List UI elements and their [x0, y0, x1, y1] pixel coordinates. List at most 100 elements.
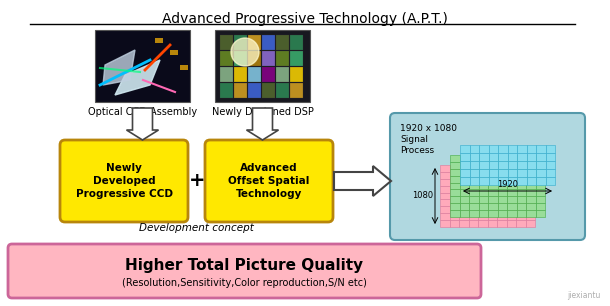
Bar: [290, 67, 303, 82]
Bar: [468, 213, 478, 220]
Text: Advanced Progressive Technology (A.P.T.): Advanced Progressive Technology (A.P.T.): [162, 12, 448, 26]
Bar: [440, 213, 450, 220]
Bar: [155, 38, 163, 43]
Bar: [526, 203, 536, 210]
Bar: [498, 176, 507, 183]
Bar: [525, 220, 535, 227]
Bar: [234, 67, 247, 82]
Bar: [506, 172, 516, 179]
Bar: [460, 161, 470, 169]
Bar: [526, 145, 536, 153]
Bar: [478, 179, 487, 186]
Bar: [450, 179, 459, 186]
Bar: [470, 153, 479, 161]
Bar: [517, 196, 526, 203]
Bar: [215, 30, 310, 102]
FancyBboxPatch shape: [8, 244, 481, 298]
Bar: [506, 206, 516, 213]
Bar: [526, 153, 536, 161]
Polygon shape: [334, 166, 391, 196]
Text: Optical CCD Assembly: Optical CCD Assembly: [88, 107, 197, 117]
Text: 1920: 1920: [497, 180, 518, 189]
Bar: [468, 165, 478, 172]
Bar: [478, 200, 487, 206]
Bar: [517, 169, 526, 176]
Bar: [234, 51, 247, 66]
Bar: [487, 179, 497, 186]
Bar: [536, 176, 545, 183]
Bar: [459, 186, 468, 192]
Bar: [478, 155, 488, 162]
Bar: [478, 176, 488, 183]
Bar: [545, 177, 555, 185]
Bar: [290, 35, 303, 50]
Bar: [488, 155, 498, 162]
Bar: [516, 192, 525, 200]
Text: Advanced
Offset Spatial
Technology: Advanced Offset Spatial Technology: [228, 163, 310, 199]
Bar: [459, 189, 469, 196]
Bar: [497, 200, 506, 206]
Bar: [507, 169, 517, 176]
Bar: [262, 83, 275, 98]
Bar: [517, 153, 526, 161]
Bar: [450, 183, 459, 189]
Bar: [526, 177, 536, 185]
Bar: [536, 210, 545, 217]
Bar: [489, 145, 498, 153]
Text: jiexiantu: jiexiantu: [567, 291, 600, 300]
Bar: [479, 169, 489, 177]
Bar: [459, 206, 468, 213]
Circle shape: [231, 38, 259, 66]
Bar: [459, 179, 468, 186]
Bar: [507, 176, 517, 183]
Bar: [498, 183, 507, 189]
Bar: [488, 210, 498, 217]
Bar: [525, 165, 535, 172]
Text: Higher Total Picture Quality: Higher Total Picture Quality: [126, 258, 364, 273]
Bar: [290, 51, 303, 66]
Bar: [450, 210, 459, 217]
Bar: [507, 210, 517, 217]
Bar: [440, 172, 450, 179]
Bar: [525, 172, 535, 179]
Bar: [468, 172, 478, 179]
Bar: [516, 165, 525, 172]
Bar: [506, 220, 516, 227]
Bar: [506, 213, 516, 220]
Bar: [440, 179, 450, 186]
Bar: [478, 186, 487, 192]
Bar: [545, 153, 555, 161]
Bar: [516, 213, 525, 220]
Bar: [460, 145, 470, 153]
Bar: [498, 169, 507, 176]
Bar: [487, 200, 497, 206]
Bar: [248, 67, 261, 82]
Bar: [487, 172, 497, 179]
Text: 1080: 1080: [412, 192, 433, 200]
Bar: [450, 176, 459, 183]
Bar: [517, 177, 526, 185]
Bar: [468, 186, 478, 192]
FancyBboxPatch shape: [390, 113, 585, 240]
Bar: [479, 145, 489, 153]
Bar: [470, 145, 479, 153]
Bar: [506, 200, 516, 206]
Bar: [508, 145, 517, 153]
Bar: [459, 200, 468, 206]
Bar: [517, 169, 526, 177]
Bar: [450, 186, 459, 192]
Bar: [498, 153, 508, 161]
Bar: [498, 169, 508, 177]
Bar: [440, 220, 450, 227]
Bar: [487, 186, 497, 192]
Bar: [450, 213, 459, 220]
Bar: [450, 162, 459, 169]
Bar: [488, 196, 498, 203]
Bar: [276, 83, 289, 98]
Polygon shape: [103, 50, 135, 85]
Bar: [459, 183, 469, 189]
Bar: [290, 83, 303, 98]
Bar: [459, 220, 468, 227]
Bar: [526, 176, 536, 183]
Bar: [469, 162, 478, 169]
